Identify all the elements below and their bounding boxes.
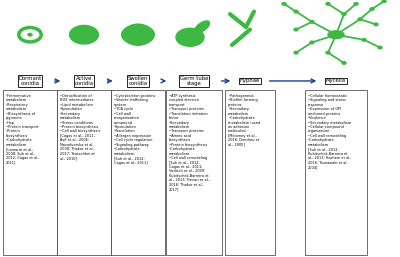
- Text: Swollen
conidia: Swollen conidia: [128, 76, 148, 86]
- Circle shape: [370, 8, 374, 10]
- FancyBboxPatch shape: [57, 90, 111, 255]
- Ellipse shape: [194, 21, 210, 33]
- Text: •Fermentative
metabolism
•Respiratory
metabolism
•Biosynthesis of
pigments
•Hsp
: •Fermentative metabolism •Respiratory me…: [6, 94, 39, 164]
- Circle shape: [374, 23, 378, 26]
- Text: •ATP synthesis
coupled electron
transport
•Transport proteins
•Translation initi: •ATP synthesis coupled electron transpor…: [169, 94, 210, 191]
- Circle shape: [362, 39, 366, 41]
- Circle shape: [342, 62, 346, 64]
- FancyBboxPatch shape: [305, 90, 367, 255]
- Circle shape: [28, 33, 32, 36]
- Text: •Cytoskeleton proteins
•Vesicle trafficking
system
•TCA cycle
•Cell wall
reorgan: •Cytoskeleton proteins •Vesicle traffick…: [114, 94, 155, 164]
- Text: Mycelia: Mycelia: [326, 78, 346, 84]
- FancyBboxPatch shape: [225, 90, 275, 255]
- Circle shape: [326, 3, 330, 5]
- Text: Active
conidia: Active conidia: [74, 76, 94, 86]
- Circle shape: [294, 28, 298, 31]
- Circle shape: [326, 51, 330, 54]
- Circle shape: [310, 21, 314, 23]
- Text: •Pathogenesis
•Biofilm forming
proteins
•Secondary
metabolism
•Carbohydrate
meta: •Pathogenesis •Biofilm forming proteins …: [228, 94, 260, 147]
- Circle shape: [294, 51, 298, 54]
- Circle shape: [176, 28, 204, 46]
- FancyBboxPatch shape: [3, 90, 57, 255]
- Text: Germ tube
stage: Germ tube stage: [180, 76, 208, 86]
- Circle shape: [358, 18, 362, 21]
- Ellipse shape: [123, 24, 153, 45]
- Circle shape: [282, 3, 286, 5]
- FancyBboxPatch shape: [111, 90, 165, 255]
- Text: •Cellular homeostatic
•Signaling and stress
response
•Expression of GPI
anchored: •Cellular homeostatic •Signaling and str…: [308, 94, 351, 169]
- Ellipse shape: [122, 25, 154, 44]
- Circle shape: [310, 41, 314, 44]
- Circle shape: [70, 25, 98, 44]
- Circle shape: [354, 3, 358, 5]
- Circle shape: [294, 10, 298, 13]
- Text: Hyphae: Hyphae: [240, 78, 260, 84]
- FancyBboxPatch shape: [166, 90, 222, 255]
- Text: •Detoxification of
ROS intermediates
•Lipid metabolism
•Sporulation
•Secondary
m: •Detoxification of ROS intermediates •Li…: [60, 94, 100, 160]
- Ellipse shape: [328, 31, 344, 39]
- Text: Dormant
conidia: Dormant conidia: [18, 76, 42, 86]
- Circle shape: [382, 0, 386, 3]
- Circle shape: [342, 13, 346, 15]
- Circle shape: [378, 46, 382, 49]
